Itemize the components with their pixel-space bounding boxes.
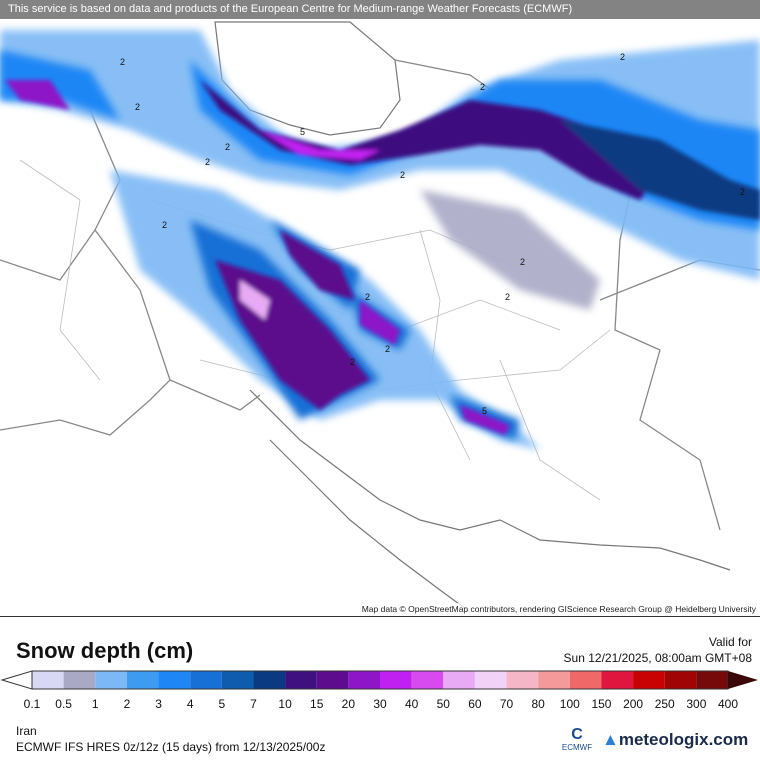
- color-scale-swatch: [601, 671, 634, 689]
- color-scale-swatch: [443, 671, 475, 689]
- tick-label: 3: [155, 697, 162, 711]
- legend-title: Snow depth (cm): [16, 638, 194, 663]
- color-scale-swatch: [474, 671, 507, 689]
- tick-label: 80: [531, 697, 545, 711]
- tick-label: 4: [186, 697, 194, 711]
- color-scale-swatch: [506, 671, 539, 689]
- contour-label: 2: [740, 187, 745, 197]
- color-scale-swatch: [538, 671, 570, 689]
- tick-label: 10: [278, 697, 292, 711]
- color-scale-swatch: [696, 671, 728, 689]
- tick-label: 30: [373, 697, 387, 711]
- contour-label: 5: [482, 406, 487, 416]
- valid-label: Valid for: [708, 635, 752, 649]
- color-scale-ticks: 0.1 0.5 1 2 3 4 5 7 10 15 20 30 40 50 60 70 80 100 150 200 2…: [0, 697, 760, 713]
- map-canvas: 2 2 2 2 2 2 2 2 2 5 2 5 2 2 2 2: [0, 21, 760, 613]
- valid-time: Valid for Sun 12/21/2025, 08:00am GMT+08: [564, 634, 752, 666]
- tick-label: 300: [686, 697, 707, 711]
- contour-label: 2: [365, 292, 370, 302]
- meteologix-logo[interactable]: ▲meteologix.com: [602, 730, 748, 750]
- contour-label: 2: [480, 82, 485, 92]
- tick-label: 40: [404, 697, 419, 711]
- contour-label: 5: [300, 127, 305, 137]
- color-scale-swatch: [126, 671, 159, 689]
- valid-date: Sun 12/21/2025, 08:00am GMT+08: [563, 651, 752, 665]
- over-range-arrow: [728, 671, 758, 689]
- color-scale-swatch: [411, 671, 444, 689]
- color-scale-swatch: [253, 671, 286, 689]
- contour-label: 2: [225, 142, 230, 152]
- contour-label: 2: [135, 102, 140, 112]
- tick-label: 400: [717, 697, 739, 711]
- color-scale-swatch: [569, 671, 602, 689]
- tick-label: 15: [310, 697, 324, 711]
- tick-label: 0.1: [23, 697, 41, 711]
- color-scale-swatch: [664, 671, 697, 689]
- region-label: Iran: [16, 724, 37, 738]
- color-scale-swatch: [316, 671, 349, 689]
- color-scale-swatch: [63, 671, 96, 689]
- contour-label: 2: [400, 170, 405, 180]
- droplet-icon: ▲: [602, 730, 619, 749]
- tick-label: 7: [250, 697, 257, 711]
- color-scale-swatch: [633, 671, 665, 689]
- color-scale-swatch: [348, 671, 380, 689]
- tick-label: 200: [623, 697, 644, 711]
- color-scale-swatch: [95, 671, 127, 689]
- tick-label: 2: [123, 697, 131, 711]
- ecmwf-logo-text: ECMWF: [561, 743, 593, 752]
- contour-label: 2: [162, 220, 167, 230]
- color-scale-swatch: [380, 671, 412, 689]
- contour-label: 2: [620, 52, 625, 62]
- tick-label: 70: [499, 697, 514, 711]
- contour-label: 2: [385, 344, 390, 354]
- snow-depth-map[interactable]: 2 2 2 2 2 2 2 2 2 5 2 5 2 2 2 2 This ser…: [0, 0, 760, 617]
- tick-label: 50: [436, 697, 450, 711]
- contour-labels: 2 2 2 2 2 2 2 2 2 5 2 5 2 2 2 2: [120, 52, 745, 416]
- color-scale-swatch: [158, 671, 191, 689]
- brand-text: meteologix.com: [618, 730, 749, 749]
- caspian-sea: [214, 21, 401, 136]
- tick-label: 20: [341, 697, 356, 711]
- ecmwf-logo: C ECMWF: [560, 726, 594, 753]
- tick-label: 60: [468, 697, 482, 711]
- color-scale-bar: [0, 670, 758, 690]
- contour-label: 2: [205, 157, 210, 167]
- contour-label: 2: [520, 257, 525, 267]
- color-scale-swatch: [221, 671, 254, 689]
- contour-label: 2: [505, 292, 510, 302]
- tick-label: 250: [654, 697, 675, 711]
- contour-label: 2: [120, 57, 125, 67]
- model-run-label: ECMWF IFS HRES 0z/12z (15 days) from 12/…: [16, 740, 326, 754]
- color-scale-swatch: [190, 671, 222, 689]
- ecmwf-attribution: This service is based on data and produc…: [0, 0, 760, 19]
- ecmwf-logo-icon: C: [571, 726, 583, 743]
- tick-label: 150: [591, 697, 612, 711]
- tick-label: 100: [559, 697, 580, 711]
- tick-label: 1: [91, 697, 99, 711]
- snow-cover: [0, 30, 760, 450]
- color-scale-swatch: [285, 671, 317, 689]
- under-range-arrow: [0, 670, 33, 690]
- tick-label: 0.5: [55, 697, 72, 711]
- map-data-attribution[interactable]: Map data © OpenStreetMap contributors, r…: [357, 603, 760, 615]
- contour-label: 2: [350, 357, 355, 367]
- color-scale-swatch: [32, 671, 64, 689]
- tick-label: 5: [218, 697, 226, 711]
- persian-gulf-coast: [249, 389, 731, 613]
